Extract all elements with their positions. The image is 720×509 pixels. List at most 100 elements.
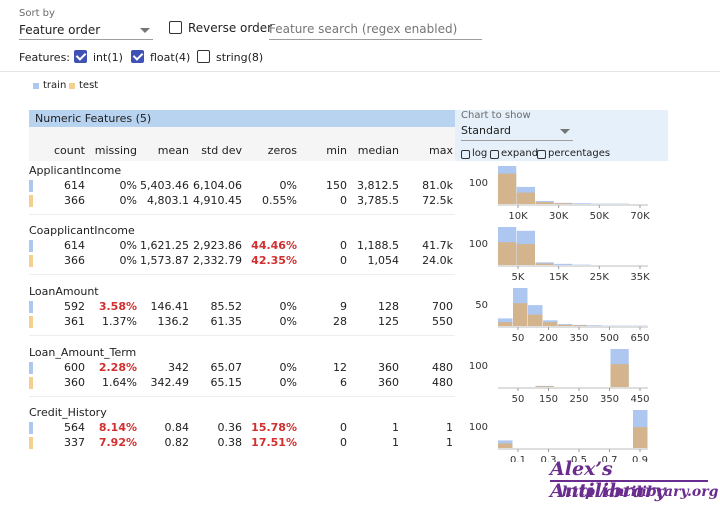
float-checkbox[interactable] [131, 50, 144, 63]
hist-tick-label: 0.5 [571, 455, 587, 462]
test-indicator [29, 255, 33, 267]
cell-count: 366 [64, 194, 85, 207]
row-separator [29, 214, 455, 215]
top-bar: Sort by Feature order Reverse order Feat… [0, 0, 720, 72]
cell-zeros: 0.55% [262, 194, 297, 207]
hist-tick-label: 10K [508, 211, 528, 222]
chart-controls: Chart to show Standard log expand percen… [455, 110, 668, 161]
hist-tick-label: 0.9 [632, 455, 648, 462]
hist-bar-test [516, 192, 535, 204]
hist-tick-label: 30K [549, 211, 569, 222]
string-checkbox[interactable] [197, 50, 210, 63]
hist-tick-label: 350 [569, 333, 588, 344]
cell-zeros: 0% [279, 361, 297, 374]
col-mean[interactable]: mean [157, 144, 189, 157]
hist-bar-test [535, 202, 554, 204]
hist-bar-test [573, 325, 588, 326]
cell-zeros: 0% [279, 376, 297, 389]
col-count[interactable]: count [53, 144, 85, 157]
cell-missing: 0% [119, 239, 137, 252]
cell-std-dev: 61.35 [210, 315, 243, 328]
cell-count: 337 [64, 436, 85, 449]
hist-y-label: 50 [475, 300, 488, 311]
cell-max: 81.0k [422, 179, 453, 192]
col-zeros[interactable]: zeros [267, 144, 297, 157]
hist-bar-test [498, 173, 517, 204]
cell-zeros: 42.35% [251, 254, 297, 267]
cell-zeros: 15.78% [251, 421, 297, 434]
hist-y-label: 100 [469, 422, 488, 433]
chart-select[interactable]: Standard [461, 124, 573, 141]
cell-mean: 0.84 [164, 421, 190, 434]
hist-bar-test [554, 203, 573, 204]
hist-tick-label: 350 [600, 394, 619, 405]
int-checkbox[interactable] [74, 50, 87, 63]
cell-max: 1 [446, 436, 453, 449]
cell-median: 128 [378, 300, 399, 313]
train-swatch [33, 83, 39, 89]
col-min[interactable]: min [326, 144, 347, 157]
log-checkbox[interactable] [461, 150, 470, 159]
cell-zeros: 0% [279, 315, 297, 328]
feature-search-input[interactable]: Feature search (regex enabled) [269, 20, 482, 40]
cell-max: 700 [432, 300, 453, 313]
expand-checkbox[interactable] [490, 150, 499, 159]
cell-max: 1 [446, 421, 453, 434]
cell-min: 0 [340, 239, 347, 252]
sort-label: Sort by [19, 8, 55, 19]
cell-max: 480 [432, 376, 453, 389]
cell-min: 28 [333, 315, 347, 328]
hist-tick-label: 500 [600, 333, 619, 344]
reverse-order-checkbox[interactable] [169, 21, 182, 34]
hist-tick-label: 0.7 [602, 455, 618, 462]
cell-max: 41.7k [422, 239, 453, 252]
chevron-down-icon [560, 129, 570, 134]
col-max[interactable]: max [429, 144, 453, 157]
hist-bar-test [535, 263, 554, 265]
col-median[interactable]: median [357, 144, 399, 157]
cell-median: 3,812.5 [357, 179, 399, 192]
train-indicator [29, 301, 33, 313]
float-label: float(4) [150, 51, 191, 64]
hist-tick-label: 250 [569, 394, 588, 405]
watermark-title: Alex’s Antilibrary [550, 458, 666, 502]
feature-name: Loan_Amount_Term [29, 346, 137, 359]
cell-median: 1,188.5 [357, 239, 399, 252]
cell-mean: 0.82 [164, 436, 190, 449]
cell-median: 1,054 [367, 254, 400, 267]
hist-y-label: 100 [469, 178, 488, 189]
cell-zeros: 0% [279, 300, 297, 313]
col-std-dev[interactable]: std dev [201, 144, 242, 157]
train-indicator [29, 362, 33, 374]
cell-std-dev: 65.07 [210, 361, 243, 374]
legend-test: test [79, 80, 99, 91]
cell-missing: 7.92% [98, 436, 137, 449]
hist-tick-label: 5K [512, 272, 525, 283]
cell-std-dev: 65.15 [210, 376, 243, 389]
hist-tick-label: 0.1 [510, 455, 526, 462]
hist-bar-test [498, 322, 513, 326]
hist-tick-label: 0.3 [541, 455, 557, 462]
percentages-checkbox[interactable] [537, 150, 546, 159]
cell-std-dev: 6,104.06 [193, 179, 242, 192]
watermark-url: http:/antilibrary.org [562, 484, 719, 500]
int-label: int(1) [93, 51, 123, 64]
sort-select[interactable]: Feature order [19, 20, 153, 40]
cell-min: 0 [340, 254, 347, 267]
cell-missing: 1.37% [102, 315, 137, 328]
cell-median: 1 [392, 436, 399, 449]
cell-min: 150 [326, 179, 347, 192]
hist-y-label: 100 [469, 361, 488, 372]
chevron-down-icon [140, 28, 150, 33]
hist-bar-train [554, 263, 573, 265]
hist-bar-test [528, 314, 543, 326]
col-missing[interactable]: missing [94, 144, 137, 157]
cell-missing: 0% [119, 254, 137, 267]
test-indicator [29, 437, 33, 449]
cell-std-dev: 0.36 [217, 421, 243, 434]
test-indicator [29, 195, 33, 207]
expand-label: expand [501, 148, 539, 159]
cell-median: 1 [392, 421, 399, 434]
cell-median: 360 [378, 361, 399, 374]
hist-bar-test [498, 242, 517, 265]
